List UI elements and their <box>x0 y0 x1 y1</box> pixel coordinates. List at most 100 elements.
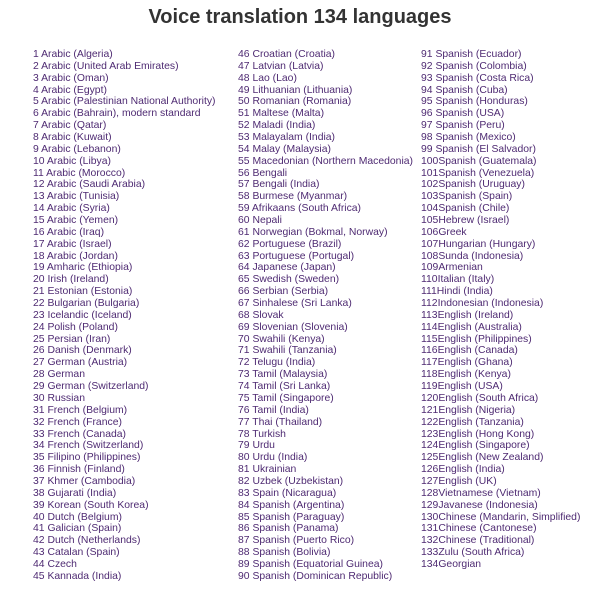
language-item: 104Spanish (Chile) <box>421 203 510 215</box>
language-item: 67 Sinhalese (Sri Lanka) <box>238 298 352 310</box>
language-item: 134Georgian <box>421 558 482 570</box>
language-item: 81 Ukrainian <box>238 464 297 476</box>
language-item: 17 Arabic (Israel) <box>33 238 112 250</box>
language-item: 80 Urdu (India) <box>238 452 308 464</box>
language-item: 126English (India) <box>421 464 505 476</box>
language-item: 33 French (Canada) <box>33 428 126 440</box>
language-item: 19 Amharic (Ethiopia) <box>33 262 133 274</box>
language-item: 54 Malay (Malaysia) <box>238 143 331 155</box>
language-item: 20 Irish (Ireland) <box>33 274 109 286</box>
language-item: 27 German (Austria) <box>33 357 128 369</box>
language-item: 12 Arabic (Saudi Arabia) <box>33 179 146 191</box>
language-item: 42 Dutch (Netherlands) <box>33 535 141 547</box>
language-item: 72 Telugu (India) <box>238 357 316 369</box>
language-item: 44 Czech <box>33 558 77 570</box>
language-item: 8 Arabic (Kuwait) <box>33 132 112 144</box>
language-item: 91 Spanish (Ecuador) <box>421 49 522 60</box>
language-item: 46 Croatian (Croatia) <box>238 49 336 60</box>
language-item: 4 Arabic (Egypt) <box>33 84 107 96</box>
language-item: 48 Lao (Lao) <box>238 72 297 84</box>
language-item: 94 Spanish (Cuba) <box>421 84 508 96</box>
language-item: 96 Spanish (USA) <box>421 108 505 120</box>
language-item: 49 Lithuanian (Lithuania) <box>238 84 353 96</box>
language-item: 127English (UK) <box>421 475 497 487</box>
language-item: 116English (Canada) <box>421 345 518 357</box>
language-item: 70 Swahili (Kenya) <box>238 333 325 345</box>
language-item: 109Armenian <box>421 262 483 274</box>
language-item: 124English (Singapore) <box>421 440 530 452</box>
language-item: 69 Slovenian (Slovenia) <box>238 321 348 333</box>
language-item: 60 Nepali <box>238 215 282 227</box>
language-item: 38 Gujarati (India) <box>33 487 117 499</box>
language-item: 76 Tamil (India) <box>238 404 309 416</box>
language-item: 30 Russian <box>33 392 85 404</box>
language-item: 7 Arabic (Qatar) <box>33 120 107 132</box>
language-item: 108Sunda (Indonesia) <box>421 250 524 262</box>
language-item: 25 Persian (Iran) <box>33 333 111 345</box>
language-item: 100Spanish (Guatemala) <box>421 155 537 167</box>
language-item: 35 Filipino (Philippines) <box>33 452 141 464</box>
language-item: 122English (Tanzania) <box>421 416 524 428</box>
language-item: 11 Arabic (Morocco) <box>33 167 126 179</box>
language-item: 98 Spanish (Mexico) <box>421 132 516 144</box>
language-item: 102Spanish (Uruguay) <box>421 179 525 191</box>
language-item: 83 Spain (Nicaragua) <box>238 487 337 499</box>
language-item: 34 French (Switzerland) <box>33 440 144 452</box>
language-item: 63 Portuguese (Portugal) <box>238 250 355 262</box>
language-item: 68 Slovak <box>238 309 284 321</box>
language-item: 123English (Hong Kong) <box>421 428 535 440</box>
language-item: 117English (Ghana) <box>421 357 513 369</box>
language-item: 87 Spanish (Puerto Rico) <box>238 535 355 547</box>
language-item: 79 Urdu <box>238 440 275 452</box>
language-item: 29 German (Switzerland) <box>33 381 149 393</box>
language-item: 110Italian (Italy) <box>421 274 495 286</box>
language-item: 6 Arabic (Bahrain), modern standard <box>33 108 201 120</box>
language-item: 5 Arabic (Palestinian National Authority… <box>33 96 216 108</box>
language-item: 23 Icelandic (Iceland) <box>33 309 132 321</box>
language-item: 106Greek <box>421 226 467 238</box>
language-item: 15 Arabic (Yemen) <box>33 215 119 227</box>
language-item: 31 French (Belgium) <box>33 404 128 416</box>
language-item: 45 Kannada (India) <box>33 570 122 582</box>
language-item: 125English (New Zealand) <box>421 452 544 464</box>
language-item: 114English (Australia) <box>421 321 522 333</box>
language-item: 95 Spanish (Honduras) <box>421 96 528 108</box>
language-item: 53 Malayalam (India) <box>238 132 336 144</box>
language-item: 71 Swahili (Tanzania) <box>238 345 337 357</box>
language-item: 26 Danish (Denmark) <box>33 345 132 357</box>
language-item: 36 Finnish (Finland) <box>33 464 125 476</box>
language-item: 133Zulu (South Africa) <box>421 547 525 559</box>
language-item: 90 Spanish (Dominican Republic) <box>238 570 393 582</box>
language-column: 91 Spanish (Ecuador) 92 Spanish (Colombia… <box>421 49 580 571</box>
language-item: 28 German <box>33 369 85 381</box>
language-item: 130Chinese (Mandarin, Simplified) <box>421 511 581 523</box>
language-item: 37 Khmer (Cambodia) <box>33 475 136 487</box>
language-item: 131Chinese (Cantonese) <box>421 523 537 535</box>
language-item: 129Javanese (Indonesia) <box>421 499 538 511</box>
language-item: 57 Bengali (India) <box>238 179 320 191</box>
language-item: 112Indonesian (Indonesia) <box>421 298 544 310</box>
language-column: 46 Croatian (Croatia) 47 Latvian (Latvia)… <box>238 49 413 583</box>
language-item: 24 Polish (Poland) <box>33 321 118 333</box>
language-item: 65 Swedish (Sweden) <box>238 274 340 286</box>
language-item: 107Hungarian (Hungary) <box>421 238 536 250</box>
language-item: 14 Arabic (Syria) <box>33 203 110 215</box>
language-item: 82 Uzbek (Uzbekistan) <box>238 475 344 487</box>
language-item: 93 Spanish (Costa Rica) <box>421 72 534 84</box>
language-item: 86 Spanish (Panama) <box>238 523 339 535</box>
language-item: 52 Maladi (India) <box>238 120 316 132</box>
language-item: 47 Latvian (Latvia) <box>238 60 324 72</box>
language-item: 61 Norwegian (Bokmal, Norway) <box>238 226 388 238</box>
language-item: 22 Bulgarian (Bulgaria) <box>33 298 140 310</box>
language-item: 43 Catalan (Spain) <box>33 547 120 559</box>
language-item: 64 Japanese (Japan) <box>238 262 336 274</box>
language-item: 62 Portuguese (Brazil) <box>238 238 342 250</box>
language-item: 99 Spanish (El Salvador) <box>421 143 536 155</box>
language-item: 59 Afrikaans (South Africa) <box>238 203 362 215</box>
language-item: 66 Serbian (Serbia) <box>238 286 329 298</box>
language-item: 92 Spanish (Colombia) <box>421 60 527 72</box>
language-item: 32 French (France) <box>33 416 122 428</box>
language-item: 89 Spanish (Equatorial Guinea) <box>238 558 383 570</box>
language-item: 40 Dutch (Belgium) <box>33 511 122 523</box>
